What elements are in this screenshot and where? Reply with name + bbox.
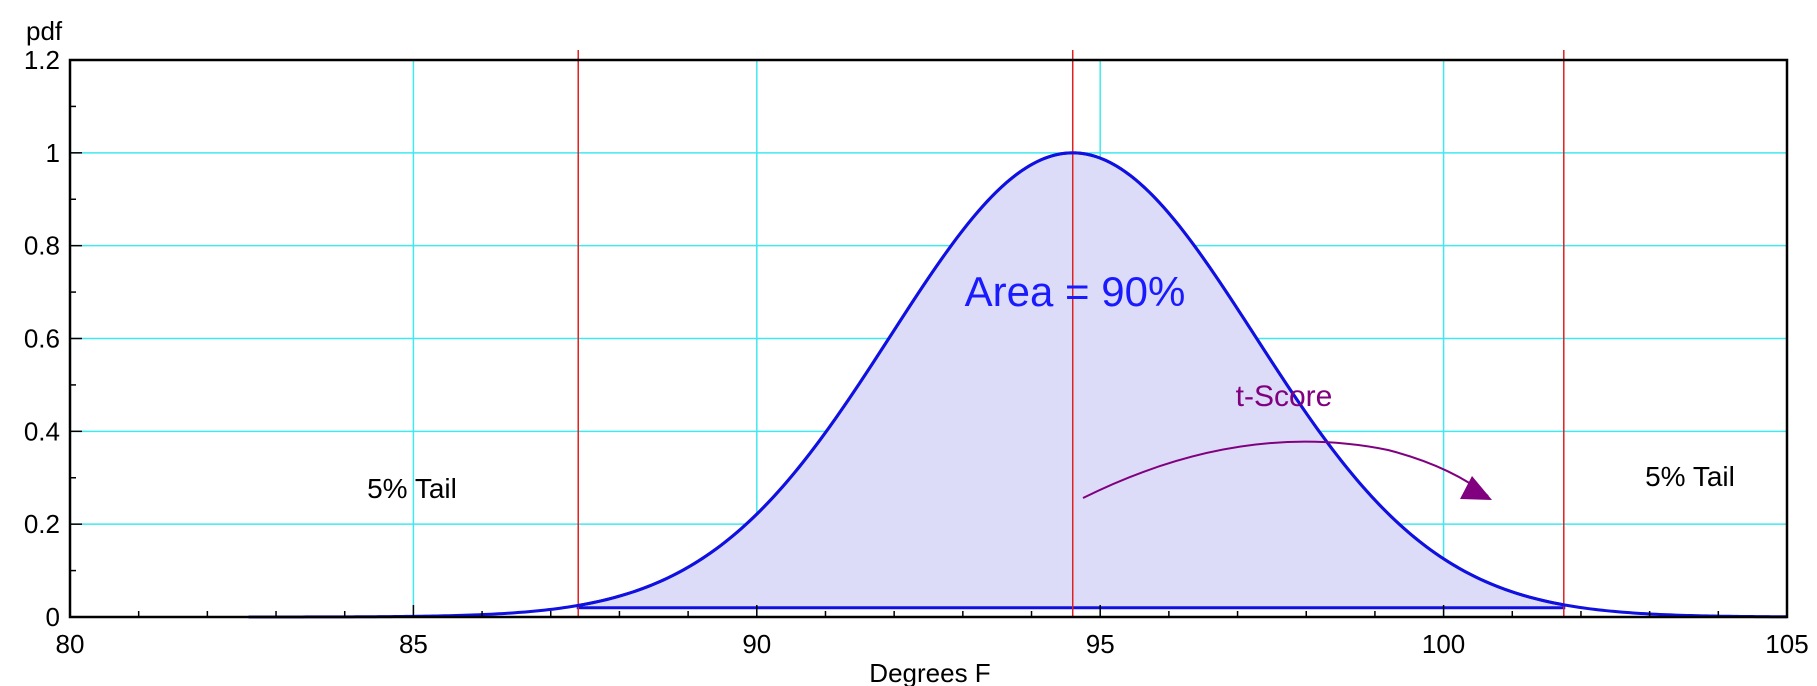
y-axis-title: pdf	[26, 16, 63, 46]
x-axis-title: Degrees F	[869, 658, 990, 686]
y-tick-label-3: 0.6	[24, 324, 60, 354]
y-tick-label-4: 0.8	[24, 231, 60, 261]
y-tick-label-5: 1	[46, 138, 60, 168]
x-tick-label-100: 100	[1422, 629, 1465, 659]
critical-lines	[577, 50, 1565, 617]
left-tail-label: 5% Tail	[367, 473, 457, 504]
x-tick-label-95: 95	[1086, 629, 1115, 659]
tscore-arrowhead-icon	[1460, 476, 1492, 500]
x-tick-label-90: 90	[742, 629, 771, 659]
y-tick-label-2: 0.4	[24, 416, 60, 446]
right-tail-label: 5% Tail	[1645, 461, 1735, 492]
y-tick-label-6: 1.2	[24, 45, 60, 75]
area-label: Area = 90%	[965, 268, 1186, 315]
pdf-curve-line	[248, 151, 1788, 619]
y-tick-label-1: 0.2	[24, 509, 60, 539]
x-tick-label-80: 80	[56, 629, 85, 659]
tscore-label: t-Score	[1236, 380, 1333, 413]
x-tick-label-105: 105	[1765, 629, 1808, 659]
x-tick-label-85: 85	[399, 629, 428, 659]
tscore-arrow	[1082, 440, 1489, 499]
ticks: 80 85 90 95 100 105 0 0.2 0.4 0.6 0.8 1 1.2	[24, 45, 1809, 659]
pdf-curve	[248, 151, 1788, 619]
y-tick-label-0: 0	[46, 602, 60, 632]
